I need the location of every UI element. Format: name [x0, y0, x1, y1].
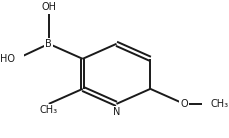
- Text: B: B: [45, 39, 52, 49]
- Text: CH₃: CH₃: [40, 105, 58, 115]
- Text: N: N: [113, 107, 120, 117]
- Text: OH: OH: [41, 2, 56, 12]
- Text: O: O: [180, 99, 188, 109]
- Text: HO: HO: [0, 54, 15, 64]
- Text: CH₃: CH₃: [211, 99, 229, 109]
